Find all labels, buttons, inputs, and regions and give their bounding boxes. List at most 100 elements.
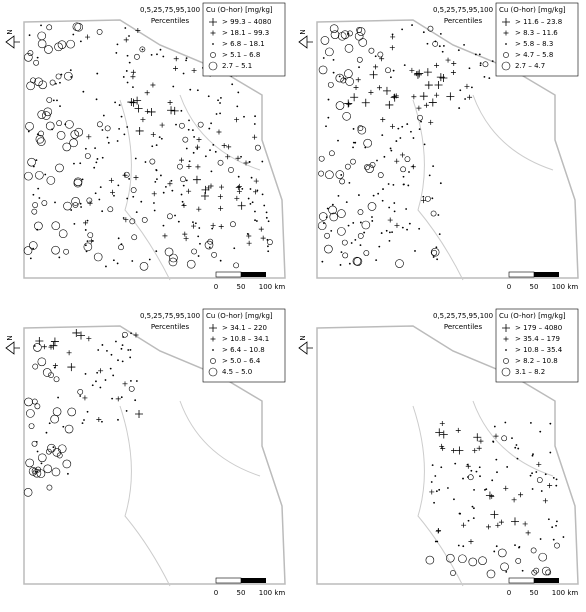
symbol <box>162 233 168 239</box>
symbol <box>121 360 124 363</box>
symbol <box>70 76 73 78</box>
symbol <box>327 98 330 101</box>
symbol <box>37 357 47 367</box>
symbol <box>395 140 398 142</box>
symbol <box>64 123 67 126</box>
symbol <box>37 187 40 190</box>
symbol <box>109 367 112 370</box>
symbol <box>406 123 409 125</box>
symbol <box>434 475 437 477</box>
symbol <box>69 69 72 72</box>
symbol <box>495 545 498 548</box>
symbol <box>436 528 442 534</box>
symbol <box>423 102 429 108</box>
symbol <box>510 517 519 526</box>
symbol <box>87 200 93 206</box>
symbol <box>91 384 94 387</box>
symbol <box>185 147 188 150</box>
symbol <box>352 222 355 224</box>
symbol <box>55 82 57 85</box>
legend-entry: > 99.3 – 4080 <box>222 18 271 26</box>
symbol <box>111 397 114 400</box>
symbol <box>189 88 192 91</box>
symbol <box>493 425 496 428</box>
symbol <box>521 569 524 572</box>
symbol <box>130 332 132 335</box>
symbol <box>377 51 384 58</box>
symbol <box>153 202 155 204</box>
symbol <box>94 147 96 150</box>
symbol <box>389 76 392 79</box>
symbol <box>267 245 269 248</box>
symbol <box>128 35 130 37</box>
symbol <box>106 349 108 352</box>
legend-entry: > 8.2 – 10.8 <box>515 357 558 365</box>
symbol <box>159 48 162 51</box>
symbol <box>83 220 89 226</box>
symbol <box>361 98 370 107</box>
symbol <box>473 488 475 491</box>
symbol <box>329 212 339 222</box>
symbol <box>373 64 379 70</box>
symbol <box>235 185 241 191</box>
percentile-levels: 0,5,25,75,95,100 <box>433 6 493 14</box>
symbol <box>77 331 86 340</box>
legend-entry: > 35.4 – 179 <box>515 335 560 343</box>
symbol <box>337 139 339 142</box>
symbol <box>431 464 434 467</box>
symbol <box>126 81 129 84</box>
symbol <box>124 27 127 29</box>
symbol <box>434 92 440 98</box>
symbol <box>170 106 179 115</box>
symbol <box>496 471 498 474</box>
symbol <box>446 553 455 563</box>
symbol <box>208 246 211 249</box>
symbol <box>36 469 46 478</box>
symbol <box>150 131 156 137</box>
legend-entry: > 18.1 – 99.3 <box>222 29 269 37</box>
symbol <box>389 45 395 51</box>
symbol <box>511 437 513 440</box>
symbol <box>411 94 417 100</box>
symbol <box>36 450 39 453</box>
symbol <box>418 227 421 230</box>
symbol <box>246 240 252 246</box>
symbol <box>28 34 31 37</box>
legend-entry: 4.5 – 5.0 <box>222 368 252 376</box>
symbol <box>121 344 124 346</box>
symbol <box>192 151 195 154</box>
symbol <box>321 260 324 263</box>
symbol <box>234 117 240 123</box>
symbol <box>467 474 474 481</box>
symbol <box>435 490 438 493</box>
symbol <box>52 448 62 457</box>
symbol <box>98 198 101 201</box>
symbol <box>233 247 236 250</box>
symbol <box>187 128 190 131</box>
symbol <box>254 210 256 213</box>
symbol <box>230 221 236 228</box>
symbol <box>357 209 364 215</box>
symbol <box>254 219 256 222</box>
percentiles-word: Percentiles <box>151 323 190 331</box>
symbol <box>96 158 99 160</box>
symbol <box>530 422 532 424</box>
symbol <box>515 558 522 564</box>
symbol <box>210 52 216 58</box>
symbol <box>529 474 532 477</box>
symbol <box>171 189 174 192</box>
symbol <box>462 477 464 480</box>
symbol <box>243 115 245 118</box>
symbol <box>263 204 266 207</box>
symbol <box>135 211 138 214</box>
symbol <box>430 481 433 483</box>
symbol <box>96 72 99 75</box>
north-arrow <box>5 35 20 49</box>
symbol <box>335 73 345 83</box>
symbol <box>470 86 473 89</box>
symbol <box>219 259 222 262</box>
symbol <box>493 550 496 553</box>
symbol <box>500 562 509 572</box>
symbol <box>182 136 189 143</box>
